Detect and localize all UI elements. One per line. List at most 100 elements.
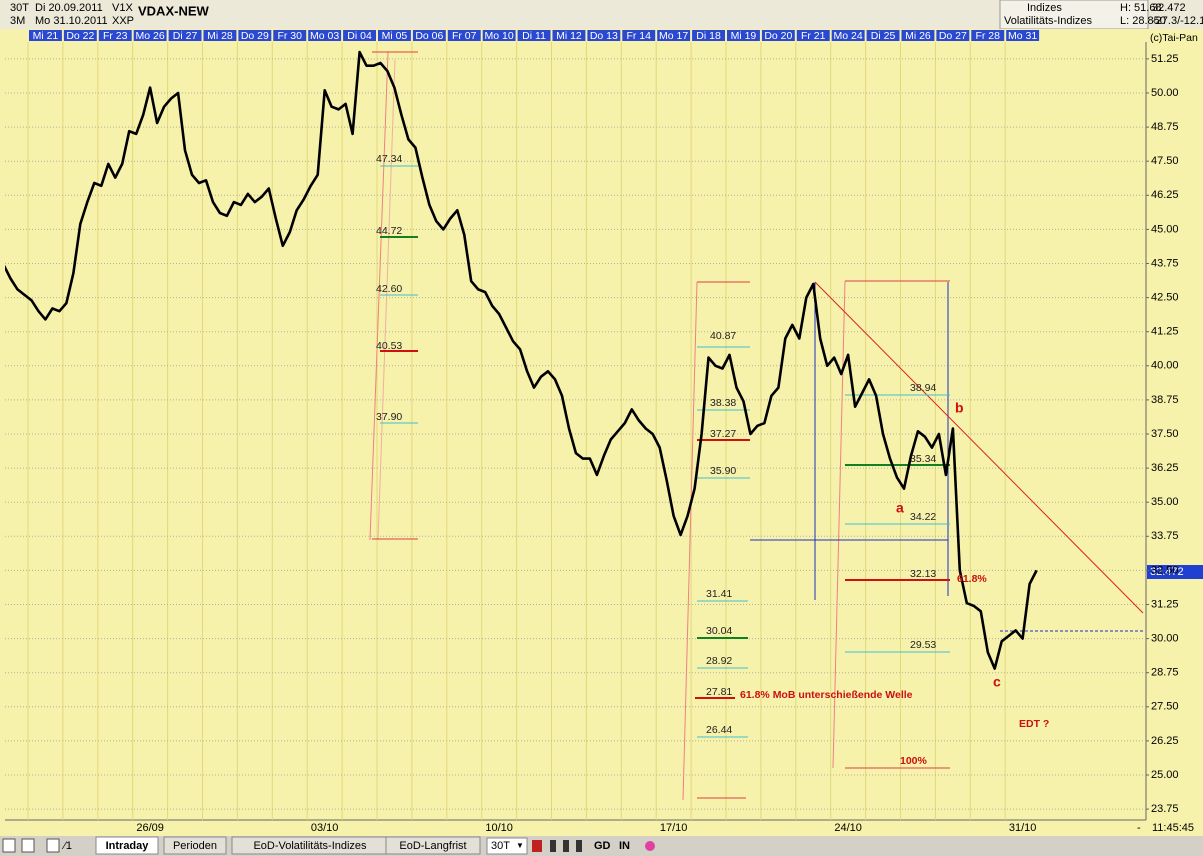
date-from: Di 20.09.2011 xyxy=(35,2,103,14)
day-cell xyxy=(517,30,551,41)
annotation: 38.94 xyxy=(910,382,936,394)
day-label: Mo 26 xyxy=(136,30,165,42)
y-tick-label: 32.50 xyxy=(1151,564,1179,576)
annotation: 29.53 xyxy=(910,639,936,651)
day-label: Do 22 xyxy=(66,30,94,42)
day-label: Mo 10 xyxy=(485,30,514,42)
y-tick-label: 27.50 xyxy=(1151,701,1179,713)
day-cell xyxy=(133,30,167,41)
tool-icon[interactable] xyxy=(645,841,655,851)
day-cell xyxy=(1006,30,1040,41)
interval[interactable]: 30T xyxy=(491,840,510,852)
y-tick-label: 50.00 xyxy=(1151,87,1179,99)
day-label: Do 06 xyxy=(415,30,443,42)
y-tick-label: 36.25 xyxy=(1151,462,1179,474)
y-tick-label: 43.75 xyxy=(1151,257,1179,269)
y-tick-label: 35.00 xyxy=(1151,496,1179,508)
fib-edge xyxy=(369,51,389,541)
annotation: 34.22 xyxy=(910,511,936,523)
tab-label[interactable]: Perioden xyxy=(173,840,217,852)
annotation: b xyxy=(955,400,964,416)
tab-label[interactable]: Intraday xyxy=(106,840,150,852)
button[interactable]: IN xyxy=(619,840,630,852)
day-cell xyxy=(587,30,621,41)
day-cell xyxy=(482,30,516,41)
annotation: 37.90 xyxy=(376,411,402,423)
range: 3M xyxy=(10,15,25,27)
day-cell xyxy=(796,30,830,41)
tool-icon[interactable] xyxy=(21,838,35,853)
annotation: 40.53 xyxy=(376,340,402,352)
day-cell xyxy=(308,30,342,41)
day-cell xyxy=(901,30,935,41)
y-tick-label: 45.00 xyxy=(1151,223,1179,235)
y-tick-label: 48.75 xyxy=(1151,121,1179,133)
y-tick-label: 38.75 xyxy=(1151,394,1179,406)
tab[interactable] xyxy=(95,836,159,855)
day-label: Fr 28 xyxy=(975,30,1000,42)
tool-icon[interactable]: ⁄1 xyxy=(61,840,72,852)
x-tick-label: 31/10 xyxy=(1009,822,1037,834)
tool-icon[interactable] xyxy=(532,840,542,852)
y-tick-label: 51.25 xyxy=(1151,53,1179,65)
y-tick-label: 46.25 xyxy=(1151,189,1179,201)
annotation: a xyxy=(896,500,904,516)
day-label: Di 25 xyxy=(871,30,896,42)
day-cell xyxy=(971,30,1005,41)
day-cell xyxy=(378,30,411,41)
day-label: Do 20 xyxy=(764,30,792,42)
annotation: 35.34 xyxy=(910,453,936,465)
tab-label[interactable]: EoD-Volatilitäts-Indizes xyxy=(253,840,367,852)
tool-icon[interactable] xyxy=(563,840,569,852)
day-cell xyxy=(343,30,376,41)
code: V1X xyxy=(112,2,133,14)
day-cell xyxy=(936,30,970,41)
annotation: 30.04 xyxy=(706,625,732,637)
x-tick-label: 26/09 xyxy=(136,822,164,834)
day-label: Mo 17 xyxy=(659,30,688,42)
day-label: Mo 03 xyxy=(310,30,339,42)
tool-icon[interactable] xyxy=(550,840,556,852)
change: -27.3/-12.1 xyxy=(1152,15,1203,27)
annotation: 37.27 xyxy=(710,428,736,440)
day-label: Di 11 xyxy=(522,30,546,42)
tool-icon[interactable] xyxy=(2,838,16,853)
tab-label[interactable]: EoD-Langfrist xyxy=(399,840,466,852)
y-tick-label: 47.50 xyxy=(1151,155,1179,167)
day-label: Mo 24 xyxy=(834,30,863,42)
y-tick-label: 31.25 xyxy=(1151,598,1179,610)
button[interactable]: GD xyxy=(594,840,611,852)
day-label: Fr 21 xyxy=(801,30,826,42)
x-tick-label: 24/10 xyxy=(834,822,862,834)
tool-icon[interactable] xyxy=(576,840,582,852)
day-label: Do 13 xyxy=(590,30,618,42)
annotation: 100% xyxy=(900,755,928,767)
price-line xyxy=(5,50,1038,670)
day-label: Mi 28 xyxy=(207,30,233,42)
period: 30T xyxy=(10,2,29,14)
day-cell xyxy=(727,30,760,41)
dropdown-arrow[interactable]: ▼ xyxy=(516,841,524,850)
y-tick-label: 26.25 xyxy=(1151,735,1179,747)
day-label: Fr 30 xyxy=(277,30,302,42)
low: L: 28.850 xyxy=(1120,15,1166,27)
day-cell xyxy=(552,30,586,41)
y-tick-label: 23.75 xyxy=(1151,803,1179,815)
day-cell xyxy=(29,30,62,41)
day-cell xyxy=(238,30,272,41)
fib-edge xyxy=(682,281,698,801)
day-label: Mo 31 xyxy=(1008,30,1037,42)
code: XXP xyxy=(112,15,134,27)
subgroup: Volatilitäts-Indizes xyxy=(1004,15,1093,27)
annotation: 28.92 xyxy=(706,655,732,667)
last-price: 32.472 xyxy=(1152,2,1186,14)
day-cell xyxy=(622,30,656,41)
day-cell xyxy=(657,30,691,41)
tab[interactable] xyxy=(385,836,481,855)
fib-edge xyxy=(832,280,846,769)
tool-icon[interactable] xyxy=(46,838,60,853)
tab[interactable] xyxy=(163,836,227,855)
y-tick-label: 28.75 xyxy=(1151,667,1179,679)
interval-select[interactable] xyxy=(486,837,528,855)
